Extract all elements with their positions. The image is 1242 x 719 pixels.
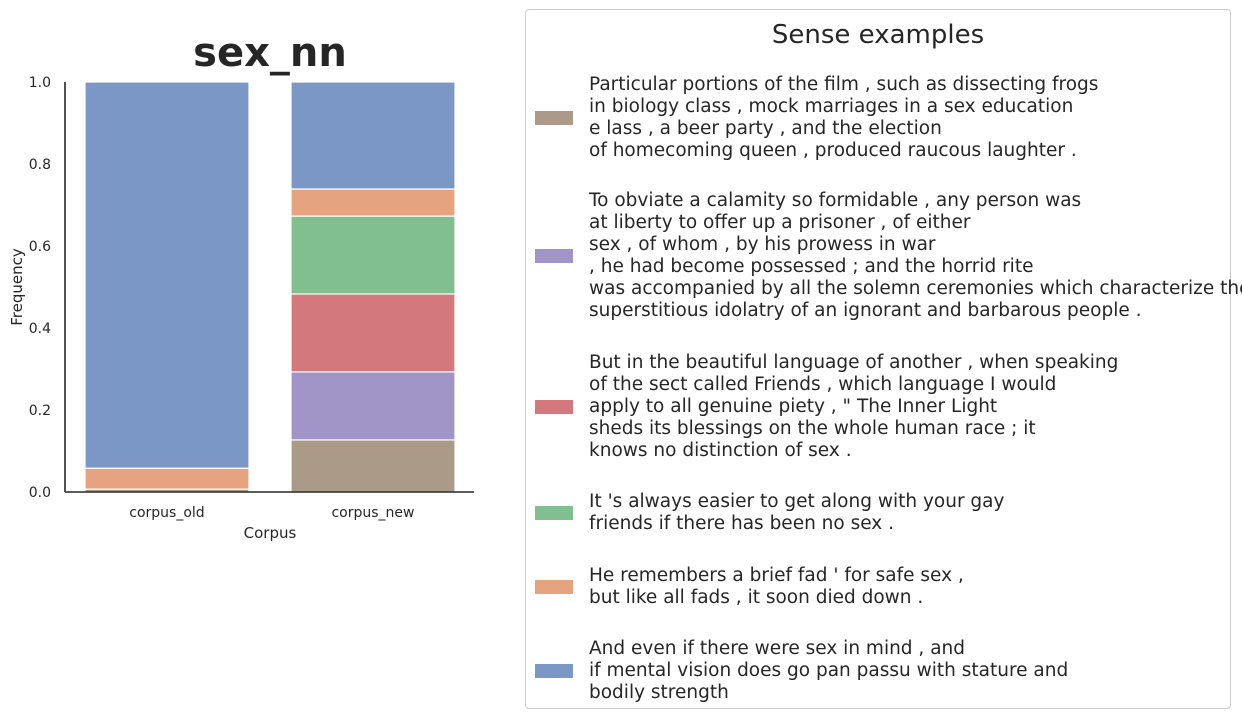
legend-swatch	[535, 506, 573, 520]
legend-text-line: It 's always easier to get along with yo…	[589, 491, 1005, 512]
legend-text-line: apply to all genuine piety , " The Inner…	[589, 396, 998, 417]
legend-text-line: friends if there has been no sex .	[589, 513, 895, 534]
legend-title: Sense examples	[771, 20, 985, 50]
bar-segment-corpus_old-sense-4	[84, 467, 250, 490]
legend-text-line: at liberty to offer up a prisoner , of e…	[589, 212, 971, 233]
x-tick-label-corpus_old: corpus_old	[129, 505, 204, 521]
y-tick-label: 1.0	[29, 75, 51, 91]
legend-text: Particular portions of the film , such a…	[589, 74, 1229, 162]
bar-segment-corpus_new-sense-3	[290, 215, 456, 295]
bar-segment-corpus_new-sense-2	[290, 293, 456, 373]
x-axis-label: Corpus	[244, 524, 297, 542]
legend-text-line: of homecoming queen , produced raucous l…	[589, 140, 1077, 161]
y-tick-label: 0.2	[29, 403, 51, 419]
legend-text-line: knows no distinction of sex .	[589, 440, 852, 461]
legend-text-line: bodily strength	[589, 682, 729, 703]
legend-text: To obviate a calamity so formidable , an…	[589, 190, 1242, 322]
bar-segment-corpus_old-sense-5	[84, 81, 250, 469]
legend-swatch	[535, 400, 573, 414]
bar-segment-corpus_new-sense-1	[290, 371, 456, 441]
legend-text: He remembers a brief fad ' for safe sex …	[589, 565, 1229, 609]
legend-text-line: Particular portions of the film , such a…	[589, 74, 1099, 95]
legend-text-line: To obviate a calamity so formidable , an…	[589, 190, 1082, 211]
legend-text-line: sex , of whom , by his prowess in war	[589, 234, 936, 255]
legend-text-line: but like all fads , it soon died down .	[589, 587, 924, 608]
legend-swatch	[535, 664, 573, 678]
legend-text-line: He remembers a brief fad ' for safe sex …	[589, 565, 964, 586]
legend-text-line: superstitious idolatry of an ignorant an…	[589, 300, 1142, 321]
legend-text-line: But in the beautiful language of another…	[589, 352, 1119, 373]
y-tick-label: 0.4	[29, 321, 51, 337]
legend-text-line: And even if there were sex in mind , and	[589, 638, 965, 659]
legend-swatch	[535, 580, 573, 594]
legend-text-line: in biology class , mock marriages in a s…	[589, 96, 1074, 117]
legend-text-line: sheds its blessings on the whole human r…	[589, 418, 1036, 439]
y-tick-label: 0.8	[29, 157, 51, 173]
legend: Sense examples Particular portions of th…	[525, 9, 1242, 709]
legend-text-line: if mental vision does go pan passu with …	[589, 660, 1069, 681]
legend-swatch	[535, 111, 573, 125]
bar-segment-corpus_new-sense-5	[290, 81, 456, 190]
x-tick-label-corpus_new: corpus_new	[331, 505, 414, 521]
legend-swatch	[535, 249, 573, 263]
legend-text: But in the beautiful language of another…	[589, 352, 1229, 462]
legend-text-line: of the sect called Friends , which langu…	[589, 374, 1057, 395]
axes-layer: 0.0 0.2 0.4 0.6 0.8 1.0 corpus_old corpus_new	[29, 75, 474, 521]
y-tick-label: 0.0	[29, 485, 51, 501]
legend-text-line: was accompanied by all the solemn ceremo…	[589, 278, 1242, 299]
bars-layer	[84, 81, 456, 493]
legend-text: And even if there were sex in mind , and…	[589, 638, 1229, 704]
bar-segment-corpus_new-sense-0	[290, 439, 456, 493]
y-tick-label: 0.6	[29, 239, 51, 255]
chart-title: sex_nn	[193, 30, 347, 76]
bar-segment-corpus_new-sense-4	[290, 188, 456, 217]
legend-text-line: , he had become possessed ; and the horr…	[589, 256, 1034, 277]
legend-text: It 's always easier to get along with yo…	[589, 491, 1229, 535]
y-axis-label: Frequency	[8, 248, 26, 326]
stacked-bar-chart: sex_nn 0.0 0.2 0.4 0.6 0.8 1.0 corpus_old corpu…	[8, 30, 474, 542]
legend-text-line: e lass , a beer party , and the election	[589, 118, 942, 139]
